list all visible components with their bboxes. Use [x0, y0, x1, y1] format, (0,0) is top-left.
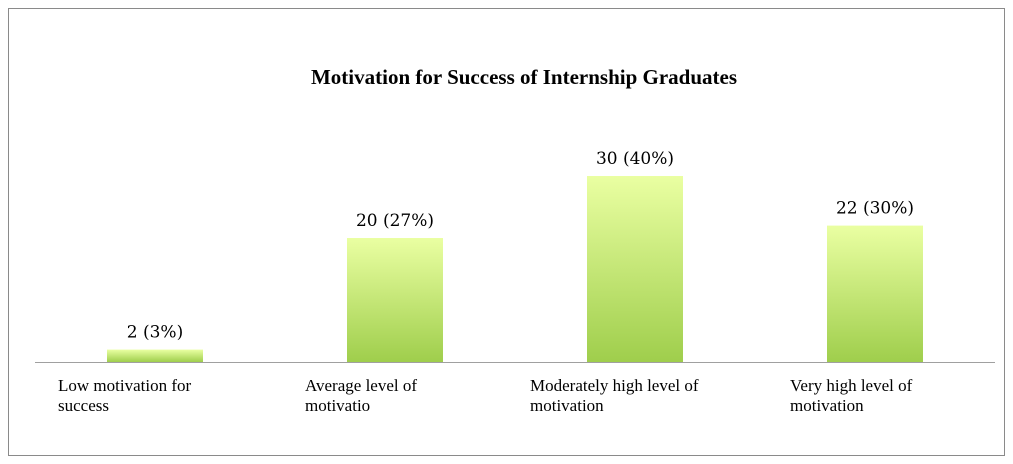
chart-title: Motivation for Success of Internship Gra…: [311, 65, 737, 89]
value-label: 22 (30%): [836, 199, 914, 219]
value-label: 20 (27%): [356, 211, 434, 231]
bar: [107, 349, 203, 362]
value-label: 2 (3%): [127, 323, 183, 343]
x-tick-label: Moderately high level of motivation: [530, 376, 699, 415]
x-tick-label: Average level of motivatio: [305, 376, 418, 415]
x-tick-label: Very high level of motivation: [790, 376, 913, 415]
value-label: 30 (40%): [596, 149, 674, 169]
bar: [347, 238, 443, 362]
bar: [587, 176, 683, 362]
x-tick-label: Low motivation for success: [58, 376, 192, 415]
bar: [827, 225, 923, 362]
